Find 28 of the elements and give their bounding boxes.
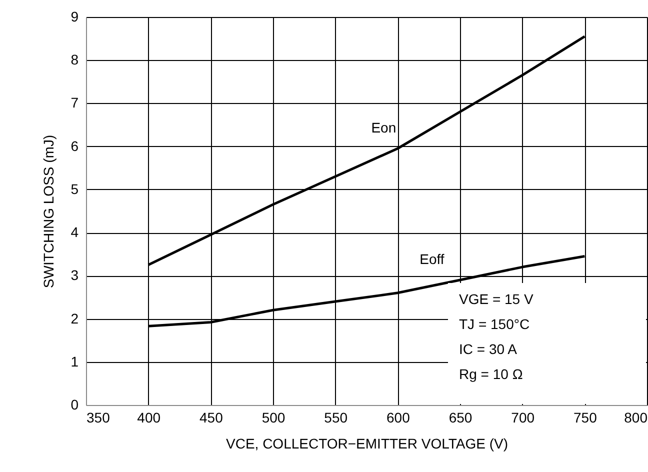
x-tick-label: 400: [137, 410, 161, 426]
y-tick-label: 4: [70, 224, 79, 240]
annotation: Rg = 10 Ω: [459, 366, 523, 382]
x-tick-label: 700: [511, 410, 535, 426]
x-tick-label: 650: [448, 410, 472, 426]
x-tick-label: 550: [324, 410, 348, 426]
y-tick-label: 6: [70, 138, 79, 154]
x-tick-label: 500: [262, 410, 286, 426]
x-tick-label: 800: [624, 410, 648, 426]
annotation: VGE = 15 V: [459, 291, 534, 307]
y-tick-label: 2: [70, 310, 79, 326]
y-tick-label: 8: [70, 52, 79, 68]
x-tick-label: 600: [386, 410, 410, 426]
series-label: Eoff: [420, 250, 444, 267]
y-tick-label: 5: [70, 180, 79, 197]
y-axis-title: SWITCHING LOSS (mJ): [40, 134, 57, 288]
y-tick-label: 7: [70, 94, 79, 111]
y-tick-label: 0: [70, 396, 79, 412]
y-tick-label: 1: [70, 353, 79, 370]
y-tick-label: 9: [70, 8, 79, 24]
x-tick-label: 450: [199, 410, 224, 426]
series-label: Eon: [371, 119, 396, 136]
x-axis-title: VCE, COLLECTOR−EMITTER VOLTAGE (V): [226, 436, 508, 452]
y-tick-label: 3: [70, 267, 79, 284]
x-tick-label: 750: [573, 410, 598, 426]
x-tick-label: 350: [86, 410, 110, 426]
annotation: TJ = 150°C: [459, 316, 530, 332]
annotation: IC = 30 A: [459, 341, 518, 357]
